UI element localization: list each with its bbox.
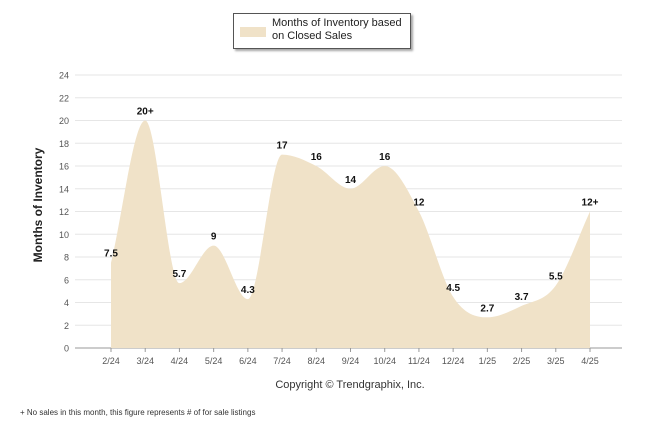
- y-tick-label: 4: [64, 298, 69, 308]
- x-tick-label: 4/25: [581, 356, 599, 366]
- y-tick-label: 22: [59, 93, 69, 103]
- x-tick-label: 6/24: [239, 356, 257, 366]
- data-label: 5.5: [549, 271, 563, 282]
- data-label: 16: [311, 152, 323, 163]
- y-tick-label: 16: [59, 162, 69, 172]
- y-axis-label: Months of Inventory: [31, 147, 45, 262]
- x-tick-label: 1/25: [479, 356, 497, 366]
- copyright-text: Copyright © Trendgraphix, Inc.: [275, 379, 424, 391]
- x-tick-label: 12/24: [442, 356, 465, 366]
- y-tick-label: 8: [64, 253, 69, 263]
- data-labels: 7.5 20+ 5.7 9 4.3 17 16 14 16 12 4.5 2.7 3.7 5.5 12+: [104, 107, 599, 315]
- x-tick-label: 2/25: [513, 356, 531, 366]
- data-label: 7.5: [104, 249, 118, 260]
- data-label: 12+: [582, 198, 599, 209]
- x-tick-label: 8/24: [308, 356, 326, 366]
- x-tick-label: 2/24: [102, 356, 120, 366]
- y-tick-label: 12: [59, 207, 69, 217]
- x-tick-label: 7/24: [273, 356, 291, 366]
- footnote: + No sales in this month, this figure re…: [20, 408, 256, 417]
- y-tick-label: 14: [59, 184, 69, 194]
- area-series: [111, 120, 590, 348]
- legend: Months of Inventory based on Closed Sale…: [233, 13, 411, 49]
- x-tick-label: 4/24: [171, 356, 189, 366]
- y-tick-label: 0: [64, 344, 69, 354]
- x-tick-label: 5/24: [205, 356, 223, 366]
- x-tick-labels: 2/24 3/24 4/24 5/24 6/24 7/24 8/24 9/24 10/24 11/…: [102, 356, 599, 366]
- y-tick-label: 10: [59, 230, 69, 240]
- legend-swatch: [240, 27, 266, 37]
- y-tick-label: 24: [59, 71, 69, 81]
- y-tick-label: 18: [59, 139, 69, 149]
- data-label: 2.7: [480, 303, 494, 314]
- data-label: 3.7: [515, 292, 529, 303]
- data-label: 4.3: [241, 285, 255, 296]
- data-label: 4.5: [446, 283, 460, 294]
- x-tick-label: 3/25: [547, 356, 565, 366]
- data-label: 14: [345, 175, 357, 186]
- data-label: 5.7: [172, 269, 186, 280]
- data-label: 12: [413, 198, 425, 209]
- x-tick-label: 3/24: [136, 356, 154, 366]
- x-tick-label: 11/24: [408, 356, 430, 366]
- data-label: 20+: [137, 107, 154, 118]
- data-label: 17: [277, 141, 289, 152]
- y-tick-label: 2: [64, 321, 69, 331]
- x-tick-label: 10/24: [373, 356, 396, 366]
- legend-label: Months of Inventory based on Closed Sale…: [272, 17, 402, 42]
- y-tick-label: 20: [59, 116, 69, 126]
- data-label: 9: [211, 232, 217, 243]
- x-tick-label: 9/24: [342, 356, 360, 366]
- y-tick-label: 6: [64, 275, 69, 285]
- data-label: 16: [379, 152, 391, 163]
